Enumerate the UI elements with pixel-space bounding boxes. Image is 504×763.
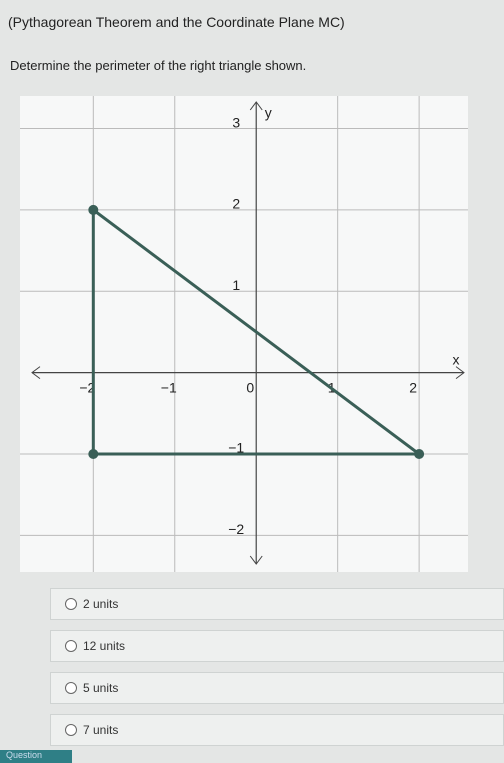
y-tick-label: −2 — [228, 521, 244, 537]
vertex — [88, 204, 99, 215]
question-tab[interactable]: Question — [0, 750, 72, 763]
answer-option[interactable]: 2 units — [50, 588, 504, 620]
answer-option[interactable]: 5 units — [50, 672, 504, 704]
x-tick-label: −1 — [161, 379, 177, 395]
option-text: 5 units — [83, 681, 119, 695]
option-text: 12 units — [83, 639, 126, 653]
x-arrow — [31, 366, 465, 380]
option-text: 7 units — [83, 723, 119, 737]
title: (Pythagorean Theorem and the Coordinate … — [8, 14, 345, 30]
x-tick-label: −2 — [79, 379, 95, 395]
option-text: 2 units — [83, 597, 119, 611]
x-axis-label: x — [453, 351, 460, 367]
y-tick-label: 1 — [232, 277, 240, 293]
radio[interactable] — [65, 724, 77, 736]
radio[interactable] — [65, 598, 77, 610]
y-tick-label: 3 — [232, 114, 240, 130]
y-tick-label: −1 — [228, 440, 244, 456]
vertex — [414, 449, 425, 460]
radio[interactable] — [65, 640, 77, 652]
vertex — [88, 449, 99, 460]
question: Determine the perimeter of the right tri… — [10, 58, 307, 73]
y-tick-label: 2 — [232, 196, 240, 212]
triangle — [91, 206, 424, 456]
answer-option[interactable]: 12 units — [50, 630, 504, 662]
y-arrow — [249, 101, 263, 565]
radio[interactable] — [65, 682, 77, 694]
answer-option[interactable]: 7 units — [50, 714, 504, 746]
x-tick-label: 0 — [246, 379, 254, 395]
y-axis-label: y — [265, 105, 272, 121]
x-tick-label: 2 — [409, 379, 417, 395]
graph-bg — [20, 96, 468, 572]
